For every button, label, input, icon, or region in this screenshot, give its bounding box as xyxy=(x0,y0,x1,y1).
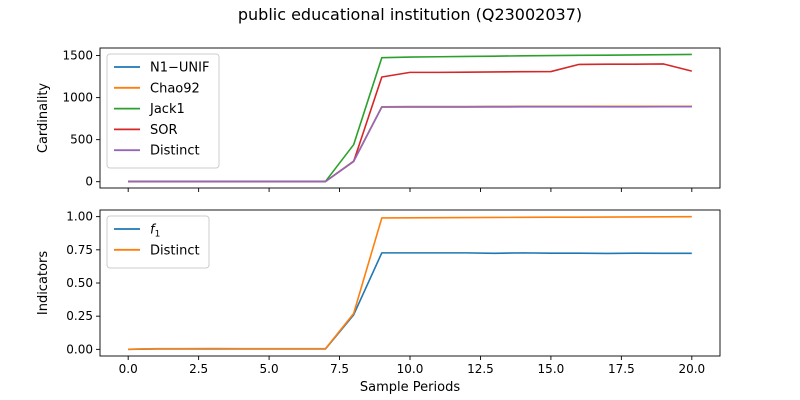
y-tick-label: 1000 xyxy=(62,91,93,105)
legend-box xyxy=(106,215,210,269)
legend-label: Distinct xyxy=(150,243,200,258)
chart-panel-1: 0 500 1000 1500 Cardinality N1−UNIF Chao92 Jack… xyxy=(36,47,721,192)
chart-panel-2: 0.0 2.5 5.0 7.5 10.0 12.5 15.0 17.5 20.0 0.00 0.25… xyxy=(36,209,721,395)
legend-label: Jack1 xyxy=(149,102,185,117)
y-tick-label: 500 xyxy=(70,133,93,147)
x-tick-label: 20.0 xyxy=(678,362,705,376)
x-tick-label: 2.5 xyxy=(189,362,208,376)
x-tick-label: 7.5 xyxy=(330,362,349,376)
y-tick-label: 0.00 xyxy=(66,342,93,356)
x-tick-label: 17.5 xyxy=(608,362,635,376)
y-tick-label: 0.75 xyxy=(66,243,93,257)
panels: 0 500 1000 1500 Cardinality N1−UNIF Chao92 Jack… xyxy=(36,47,721,395)
y-tick-label: 0 xyxy=(85,175,93,189)
y-axis-label: Indicators xyxy=(36,251,51,315)
x-axis-label: Sample Periods xyxy=(360,380,460,395)
x-tick-label: 5.0 xyxy=(260,362,279,376)
x-tick-label: 0.0 xyxy=(119,362,138,376)
legend-label: N1−UNIF xyxy=(150,61,209,76)
legend-box xyxy=(106,53,220,169)
series-line-1 xyxy=(128,252,692,351)
legend-label: Distinct xyxy=(150,144,200,159)
x-tick-label: 10.0 xyxy=(397,362,424,376)
y-tick-label: 1500 xyxy=(62,49,93,63)
y-tick-label: 1.00 xyxy=(66,210,93,224)
legend-label: Chao92 xyxy=(150,81,200,96)
x-tick-label: 12.5 xyxy=(467,362,494,376)
y-tick-label: 0.25 xyxy=(66,309,93,323)
legend-label: SOR xyxy=(150,123,178,138)
legend: f1 Distinct xyxy=(106,215,210,269)
figure-title: public educational institution (Q2300203… xyxy=(238,5,582,24)
y-axis-label: Cardinality xyxy=(36,83,51,154)
legend: N1−UNIF Chao92 Jack1 SOR Distinct xyxy=(106,53,220,169)
series-line-5 xyxy=(128,105,692,183)
series-line-2 xyxy=(128,215,692,351)
x-tick-label: 15.0 xyxy=(538,362,565,376)
legend-label: f1 xyxy=(150,223,160,240)
y-tick-label: 0.50 xyxy=(66,276,93,290)
legend-label-subscript: 1 xyxy=(155,230,161,240)
